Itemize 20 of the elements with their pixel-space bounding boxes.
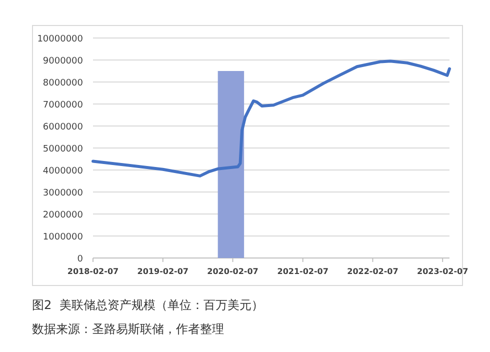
x-tick-label: 2023-02-07 (417, 267, 468, 276)
line-series (92, 60, 451, 178)
y-tick-label: 2000000 (42, 210, 84, 220)
y-tick-label: 0 (77, 254, 84, 264)
source-note: 数据来源：圣路易斯联储，作者整理 (32, 322, 224, 336)
y-tick-label: 10000000 (37, 34, 84, 44)
y-tick-label: 1000000 (42, 232, 84, 242)
y-tick-label: 9000000 (42, 56, 84, 66)
x-tick-label: 2022-02-07 (347, 267, 398, 276)
x-tick-label: 2020-02-07 (207, 267, 258, 276)
y-tick-label: 6000000 (42, 122, 84, 132)
x-tick-label: 2021-02-07 (277, 267, 328, 276)
y-tick-label: 5000000 (42, 144, 84, 154)
y-tick-label: 7000000 (42, 100, 84, 110)
x-tick-label: 2019-02-07 (137, 267, 188, 276)
x-tick-label: 2018-02-07 (67, 267, 119, 276)
text: 图2 美联储总资产规模（单位：百万美元） (32, 298, 264, 312)
y-tick-label: 4000000 (42, 166, 84, 176)
y-tick-label: 8000000 (42, 78, 84, 88)
y-tick-label: 3000000 (42, 188, 84, 198)
